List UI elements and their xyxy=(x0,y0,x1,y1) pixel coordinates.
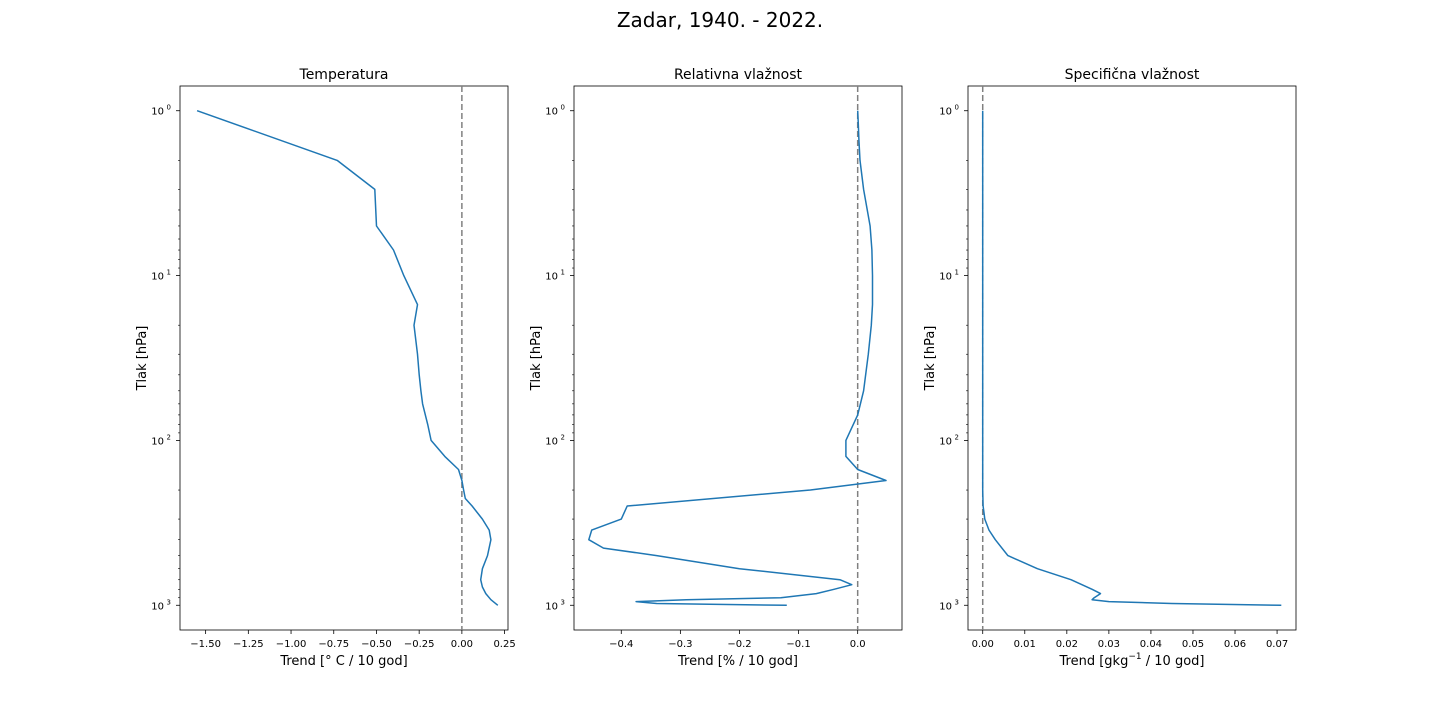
y-tick-label: 10 xyxy=(939,436,952,447)
y-axis-label: Tlak [hPa] xyxy=(135,326,150,392)
y-axis-label: Tlak [hPa] xyxy=(529,326,544,392)
y-tick-label: 10 xyxy=(151,601,164,612)
trend-series-line xyxy=(981,110,1282,607)
y-tick-exponent: 1 xyxy=(167,269,171,277)
y-tick-exponent: 0 xyxy=(561,104,565,112)
y-tick-label: 10 xyxy=(545,272,558,283)
x-tick-label: 0.00 xyxy=(972,639,994,650)
y-tick-exponent: 2 xyxy=(561,433,565,441)
y-tick-label: 10 xyxy=(939,601,952,612)
y-tick-label: 10 xyxy=(545,601,558,612)
x-tick-label: −1.50 xyxy=(190,639,221,650)
y-tick-label: 10 xyxy=(545,436,558,447)
y-tick-exponent: 0 xyxy=(955,104,959,112)
y-tick-label: 10 xyxy=(545,107,558,118)
x-tick-label: 0.06 xyxy=(1224,639,1246,650)
y-tick-exponent: 0 xyxy=(167,104,171,112)
y-tick-exponent: 1 xyxy=(561,269,565,277)
x-axis-label: Trend [gkg−1 / 10 god] xyxy=(1059,652,1205,669)
axes-frame xyxy=(573,85,903,631)
trend-series-line xyxy=(588,110,887,607)
x-tick-label: −0.4 xyxy=(609,639,633,650)
x-tick-label: −1.25 xyxy=(233,639,264,650)
figure-suptitle: Zadar, 1940. - 2022. xyxy=(616,8,824,32)
x-tick-label: 0.0 xyxy=(850,639,866,650)
x-tick-label: 0.07 xyxy=(1266,639,1288,650)
panel-title: Temperatura xyxy=(299,67,389,83)
panel-title: Relativna vlažnost xyxy=(674,67,803,83)
y-tick-exponent: 3 xyxy=(167,598,171,606)
panel-temperatura: −1.50 −1.25 −1.00 −0.75 −0.50 −0.25 0.00 0.2510… xyxy=(135,67,516,669)
x-tick-label: −1.00 xyxy=(276,639,307,650)
y-tick-label: 10 xyxy=(151,272,164,283)
x-tick-label: −0.75 xyxy=(318,639,349,650)
y-tick-label: 10 xyxy=(151,436,164,447)
x-tick-label: 0.25 xyxy=(493,639,515,650)
x-tick-label: 0.03 xyxy=(1098,639,1120,650)
panel-title: Specifična vlažnost xyxy=(1065,67,1200,83)
x-tick-label: −0.3 xyxy=(668,639,692,650)
x-tick-label: −0.50 xyxy=(361,639,392,650)
y-axis-label: Tlak [hPa] xyxy=(923,326,938,392)
x-tick-label: 0.04 xyxy=(1140,639,1162,650)
axes-frame xyxy=(179,85,509,631)
y-tick-exponent: 1 xyxy=(955,269,959,277)
y-tick-exponent: 2 xyxy=(955,433,959,441)
trend-series-line xyxy=(196,109,499,606)
x-tick-label: 0.01 xyxy=(1014,639,1036,650)
x-tick-label: 0.02 xyxy=(1056,639,1078,650)
x-tick-label: −0.1 xyxy=(786,639,810,650)
y-tick-exponent: 2 xyxy=(167,433,171,441)
y-tick-label: 10 xyxy=(939,107,952,118)
x-tick-label: 0.05 xyxy=(1182,639,1204,650)
axes-frame xyxy=(967,85,1297,631)
x-tick-label: −0.2 xyxy=(727,639,751,650)
y-tick-label: 10 xyxy=(151,107,164,118)
x-tick-label: 0.00 xyxy=(451,639,473,650)
y-tick-exponent: 3 xyxy=(955,598,959,606)
y-tick-exponent: 3 xyxy=(561,598,565,606)
x-axis-label: Trend [% / 10 god] xyxy=(677,654,798,669)
x-tick-label: −0.25 xyxy=(404,639,435,650)
y-tick-label: 10 xyxy=(939,272,952,283)
x-axis-label: Trend [° C / 10 god] xyxy=(279,654,407,669)
